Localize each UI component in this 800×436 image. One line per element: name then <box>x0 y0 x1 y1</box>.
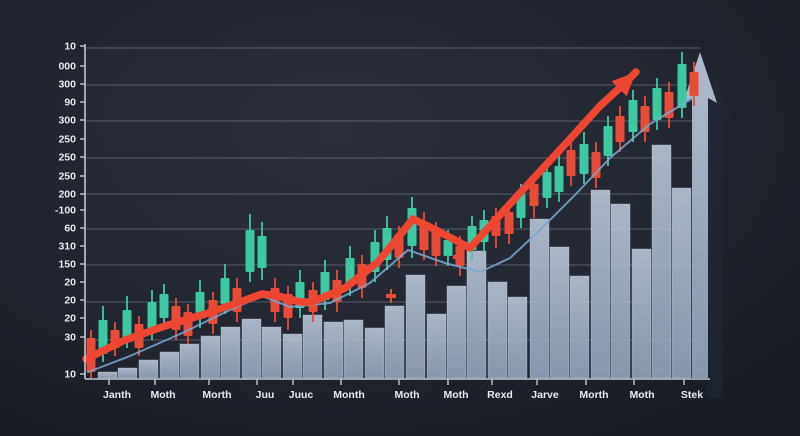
candlestick-up <box>603 126 613 156</box>
x-axis-label: Juu <box>256 389 275 401</box>
x-axis-label: Rexd <box>487 389 513 401</box>
y-axis-label: 10 <box>64 369 76 381</box>
volume-bar <box>549 246 570 379</box>
growth-arrow-shadow <box>698 72 732 398</box>
volume-bar <box>384 305 405 379</box>
x-axis-label: Moth <box>150 389 175 401</box>
volume-bar <box>446 285 467 379</box>
candlestick-down <box>529 184 539 206</box>
volume-bar <box>200 335 221 379</box>
volume-bar <box>671 187 692 379</box>
volume-bar <box>364 327 385 379</box>
x-axis-label: Moth <box>394 389 419 401</box>
candlestick-up <box>677 64 687 108</box>
doji-body <box>453 255 463 259</box>
y-axis-label: 20 <box>64 313 76 325</box>
candlestick-up <box>579 144 589 174</box>
candlestick-down <box>504 212 514 234</box>
volume-bar <box>220 326 241 379</box>
x-axis-label: Moth <box>443 389 468 401</box>
volume-bar <box>117 367 138 379</box>
y-axis-label: 000 <box>58 61 76 73</box>
candlestick-up <box>652 88 662 120</box>
candlestick-up <box>147 302 157 330</box>
x-axis-label: Morth <box>202 389 231 401</box>
candlestick-up <box>443 240 453 256</box>
volume-bar <box>159 351 180 379</box>
y-axis-label: 300 <box>58 79 76 91</box>
candlestick-up <box>554 166 564 192</box>
volume-bar <box>426 313 447 379</box>
y-axis-label: 150 <box>58 259 76 271</box>
candlestick-up <box>122 310 132 340</box>
x-axis-label: Moth <box>629 389 654 401</box>
y-axis-label: 60 <box>64 223 76 235</box>
volume-bar <box>487 281 508 379</box>
y-axis-label: 300 <box>58 115 76 127</box>
volume-bar <box>405 274 426 379</box>
candlestick-up <box>542 172 552 198</box>
volume-bar <box>323 321 344 379</box>
volume-bar <box>569 275 590 379</box>
volume-bar <box>261 326 282 379</box>
x-axis-label: Month <box>333 389 365 401</box>
candlestick-down <box>566 150 576 176</box>
volume-bar <box>651 144 672 379</box>
volume-bar <box>97 371 118 379</box>
trend-arrowhead <box>611 72 636 97</box>
candlestick-up <box>159 294 169 318</box>
trend-line <box>82 68 640 363</box>
volume-bar <box>590 189 611 379</box>
y-axis-label: 200 <box>58 189 76 201</box>
y-axis-label: 250 <box>58 134 76 146</box>
x-axis-label: Janth <box>103 389 131 401</box>
candlestick-up <box>628 100 638 132</box>
doji-body <box>386 294 396 298</box>
x-axis-label: Jarve <box>531 389 559 401</box>
volume-bar <box>302 314 323 379</box>
y-axis-label: 250 <box>58 171 76 183</box>
candlestick-down <box>689 72 699 96</box>
volume-bar <box>631 248 652 379</box>
y-axis-label: 90 <box>64 97 76 109</box>
moving-average-line <box>87 97 694 373</box>
candlestick-up <box>220 278 230 304</box>
volume-bar <box>507 296 528 379</box>
volume-bar <box>241 318 262 379</box>
y-axis-label: 20 <box>64 295 76 307</box>
y-axis-label: 20 <box>64 277 76 289</box>
volume-bar <box>610 203 631 379</box>
volume-bar <box>466 250 487 379</box>
y-axis-label: 30 <box>64 332 76 344</box>
y-axis-label: -100 <box>55 205 76 217</box>
volume-bar <box>138 359 159 379</box>
candlestick-down <box>615 116 625 142</box>
volume-bar <box>343 319 364 379</box>
candlestick-up <box>516 194 526 218</box>
y-axis-label: 250 <box>58 152 76 164</box>
growth-arrow-icon <box>683 52 717 378</box>
volume-bar <box>179 343 200 379</box>
x-axis-label: Stek <box>681 389 703 401</box>
candlestick-up <box>257 236 267 268</box>
x-axis-label: Juuc <box>289 389 314 401</box>
x-axis-label: Morth <box>579 389 608 401</box>
candlestick-up <box>245 230 255 272</box>
y-axis-label: 10 <box>64 41 76 53</box>
y-axis-label: 310 <box>58 241 76 253</box>
candlestick-down <box>431 232 441 256</box>
volume-bar <box>282 333 303 379</box>
volume-bar <box>529 218 550 379</box>
